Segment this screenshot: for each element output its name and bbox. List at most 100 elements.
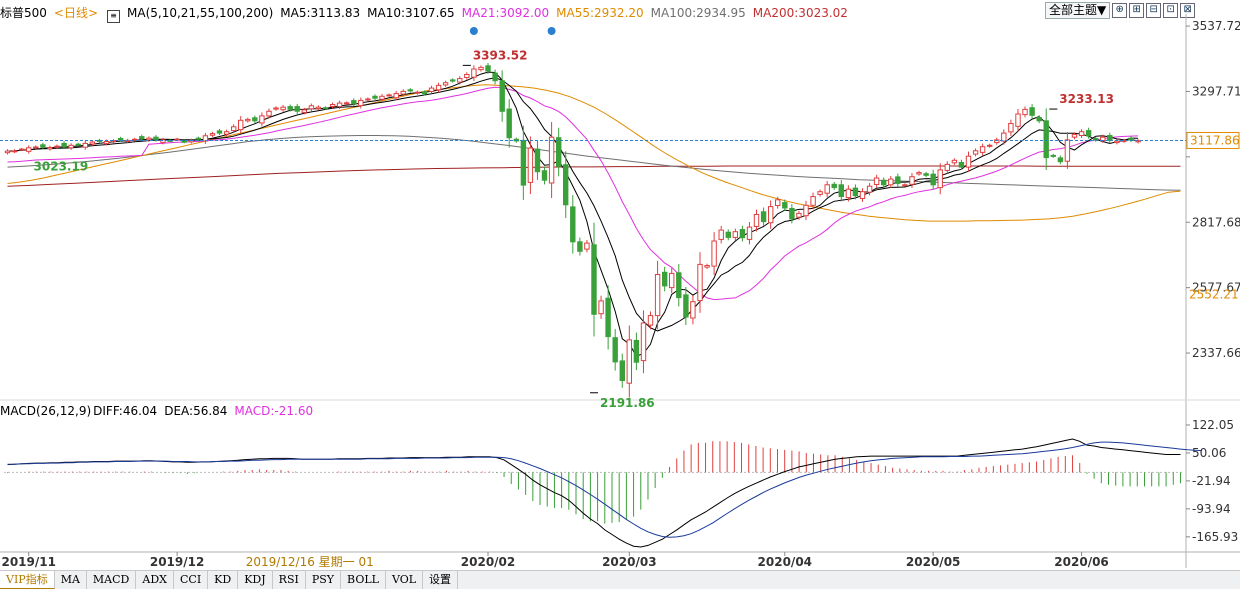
candle [231,126,237,132]
candle [315,106,322,110]
candle [245,118,251,122]
candle [1093,138,1099,141]
tab-vol[interactable]: VOL [386,571,424,589]
candle [902,184,908,187]
candle [640,322,647,362]
candle [82,142,88,148]
candle [174,138,180,141]
price-chart[interactable]: 3537.72 3297.71 2817.68 2577.67 2337.66 122.0… [0,0,1240,570]
candle [336,102,343,108]
tab-boll[interactable]: BOLL [341,571,386,589]
tab-cci[interactable]: CCI [174,571,209,589]
candle [888,178,894,186]
candle [478,66,484,71]
grid-icon[interactable]: ⊞ [1129,3,1145,18]
theme-dropdown[interactable]: 全部主题▼ [1045,2,1111,19]
candle [881,179,887,186]
candle [287,106,293,110]
tab-adx[interactable]: ADX [136,571,174,589]
candle [796,212,802,218]
candle [351,100,357,105]
candle [117,138,124,141]
candle [979,146,986,153]
candle [810,196,816,206]
candle [457,78,463,83]
macd-tick-label: -165.93 [1192,530,1238,544]
candle [937,169,943,189]
tab-vip[interactable]: VIP指标 [0,571,55,589]
macd-tick-label: -21.94 [1192,474,1231,488]
candle [718,229,724,240]
candle [944,163,950,171]
ma100-value: MA100:2934.95 [650,6,746,20]
candle [33,146,39,149]
candle [824,184,830,194]
candle [61,142,67,148]
candle [407,89,414,92]
candle [669,272,675,289]
candle [626,339,632,384]
tab-settings[interactable]: 设置 [423,571,459,589]
candle [103,141,110,144]
candle [859,191,866,199]
candle [633,339,640,363]
period-label[interactable]: <日线> [53,6,99,20]
tab-ma[interactable]: MA [55,571,87,589]
close-icon[interactable]: ⊠ [1180,3,1196,18]
tab-macd[interactable]: MACD [87,571,137,589]
cursor-date-label: 2019/12/16 星期一 01 [246,555,374,569]
candle [1001,132,1007,142]
layout-icon[interactable]: ⊡ [1163,3,1179,18]
candle [1050,154,1056,157]
candle [1036,117,1042,122]
candle [308,105,315,110]
candle [26,147,32,152]
candle [11,150,18,153]
candle [831,183,837,189]
tab-rsi[interactable]: RSI [273,571,306,589]
candle [1022,108,1028,116]
candle [273,107,279,110]
candle [1057,157,1064,163]
tab-kd[interactable]: KD [208,571,239,589]
candle [577,241,583,252]
candle [499,80,505,112]
candle [584,242,590,250]
price-annotation: 2191.86 [600,396,655,410]
chart-toolbar: 全部主题▼ ⊕ ⊞ ⊟ ⊡ ⊠ [1045,2,1196,19]
candle [570,206,576,243]
candle [209,133,216,136]
ma21-value: MA21:3092.00 [461,6,550,20]
candle [393,93,399,99]
candle [527,147,534,183]
candle [647,315,654,326]
candle [365,98,371,101]
candle [775,199,781,207]
candle [153,136,159,141]
candle [344,102,350,105]
ma55-line [7,84,1181,222]
macd-params[interactable]: MACD(26,12,9) [0,404,92,418]
candle [760,211,767,223]
macd-tick-label: 50.06 [1192,446,1226,460]
candle [895,176,901,184]
candle [450,79,456,82]
zoom-out-icon[interactable]: ⊟ [1146,3,1162,18]
candle [195,137,202,140]
candle [746,226,753,240]
candle [47,147,53,150]
zoom-in-icon[interactable]: ⊕ [1112,3,1128,18]
tab-kdj[interactable]: KDJ [238,571,273,589]
macd-dea-line [7,441,1203,538]
macd-diff-line [7,438,1181,548]
candle [294,106,300,112]
price-tick-label: 2337.66 [1192,346,1240,360]
candle [1071,133,1078,138]
ma-settings-icon[interactable]: ≡ [107,10,121,23]
candle [1043,120,1049,159]
ma-params[interactable]: MA(5,10,21,55,100,200) [127,6,274,20]
tab-psy[interactable]: PSY [306,571,342,589]
candle [1085,130,1092,137]
candle [1078,131,1085,136]
